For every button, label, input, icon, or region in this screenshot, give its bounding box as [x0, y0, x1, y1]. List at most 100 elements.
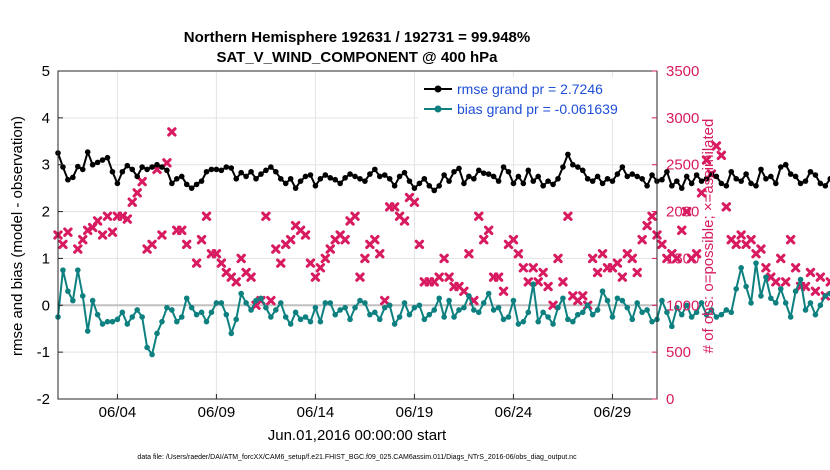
bias-point [277, 300, 284, 306]
bias-point [317, 318, 324, 325]
obs-marker-cross [73, 244, 83, 254]
bias-point [94, 311, 101, 318]
obs-marker [825, 277, 830, 287]
bias-point [258, 295, 264, 302]
obs-marker [587, 253, 598, 264]
rmse-point [406, 178, 413, 184]
obs-marker-cross [434, 272, 444, 282]
rmse-point [733, 175, 740, 182]
bias-point [664, 309, 670, 316]
obs-marker-cross [375, 249, 385, 259]
bias-point [431, 307, 438, 313]
rmse-point [698, 178, 705, 184]
x-tick-label: 06/29 [594, 404, 632, 421]
obs-marker-cross [736, 230, 746, 240]
bias-point [376, 316, 383, 323]
obs-marker-cross [315, 263, 326, 273]
bias-point [733, 286, 740, 292]
bias-point [485, 290, 492, 297]
bias-point [713, 314, 720, 320]
y-axis-label-left: rmse and bias (model - observation) [9, 116, 26, 356]
obs-marker-cross [513, 249, 524, 259]
bias-point [228, 330, 235, 337]
bias-point [446, 297, 452, 304]
obs-marker [800, 281, 811, 292]
obs-marker-cross [310, 272, 321, 282]
bias-point [570, 318, 576, 325]
obs-marker [152, 164, 162, 175]
obs-marker [493, 272, 504, 282]
obs-marker-cross [523, 277, 533, 287]
obs-marker [73, 244, 83, 254]
obs-marker [538, 267, 548, 278]
rmse-point [372, 166, 378, 173]
rmse-point [713, 173, 720, 180]
bias-point [421, 316, 428, 323]
obs-marker [513, 249, 524, 259]
plot-frame [57, 70, 658, 400]
bias-point [367, 311, 373, 318]
x-tick-label: 06/04 [99, 404, 137, 421]
bias-point [490, 307, 497, 313]
bias-point [540, 309, 546, 316]
bias-point [510, 297, 517, 304]
bias-point [178, 314, 185, 320]
obs-marker-cross [102, 211, 113, 221]
obs-marker-cross [246, 272, 256, 282]
rmse-point [213, 166, 220, 173]
bias-point [515, 321, 522, 327]
chart-title-line1: Northern Hemisphere 192631 / 192731 = 99… [184, 29, 530, 46]
y-tick-label-left: 3 [42, 157, 50, 174]
bias-point [213, 300, 220, 306]
rmse-point [238, 169, 244, 176]
bias-point [282, 314, 289, 320]
bias-point [401, 300, 408, 306]
legend-bias-label: bias grand pr = -0.061639 [457, 101, 618, 117]
rmse-point [669, 183, 675, 189]
rmse-point [718, 180, 725, 187]
bias-point [99, 321, 106, 327]
rmse-point [471, 175, 477, 182]
rmse-point [228, 165, 235, 171]
rmse-point [649, 172, 655, 178]
bias-point [574, 311, 581, 318]
bias-point [495, 304, 502, 311]
obs-marker [637, 234, 647, 245]
bias-point [233, 316, 240, 323]
obs-marker [58, 239, 68, 250]
obs-marker-cross [182, 239, 192, 250]
y-tick-label-left: -1 [37, 344, 50, 361]
bias-point [198, 309, 205, 316]
bias-point [223, 311, 230, 318]
bias-point [807, 300, 814, 306]
bias-point [337, 307, 343, 313]
obs-marker-cross [756, 244, 766, 254]
rmse-point [505, 168, 512, 175]
rmse-point [753, 183, 759, 189]
bias-point [134, 307, 141, 313]
rmse-point [188, 185, 195, 191]
rmse-point [327, 175, 334, 181]
bias-point [411, 304, 418, 311]
y-tick-label-right: 2500 [666, 157, 699, 174]
rmse-point [154, 161, 160, 168]
bias-point [748, 300, 754, 306]
rmse-point [114, 180, 121, 187]
obs-marker-cross [439, 253, 449, 264]
obs-marker-cross [261, 211, 271, 221]
series-bias [55, 260, 830, 358]
bias-point [471, 307, 477, 313]
obs-marker [246, 272, 256, 282]
bias-point [634, 300, 640, 306]
rmse-point [822, 183, 829, 189]
rmse-point [178, 173, 185, 180]
obs-marker-cross [587, 253, 598, 264]
bias-point [188, 304, 195, 311]
rmse-point [287, 175, 294, 182]
rmse-point [79, 166, 86, 173]
obs-marker-cross [459, 286, 469, 296]
rmse-point [253, 175, 259, 182]
rmse-point [708, 171, 715, 177]
rmse-point [475, 167, 482, 174]
rmse-point [357, 175, 363, 182]
